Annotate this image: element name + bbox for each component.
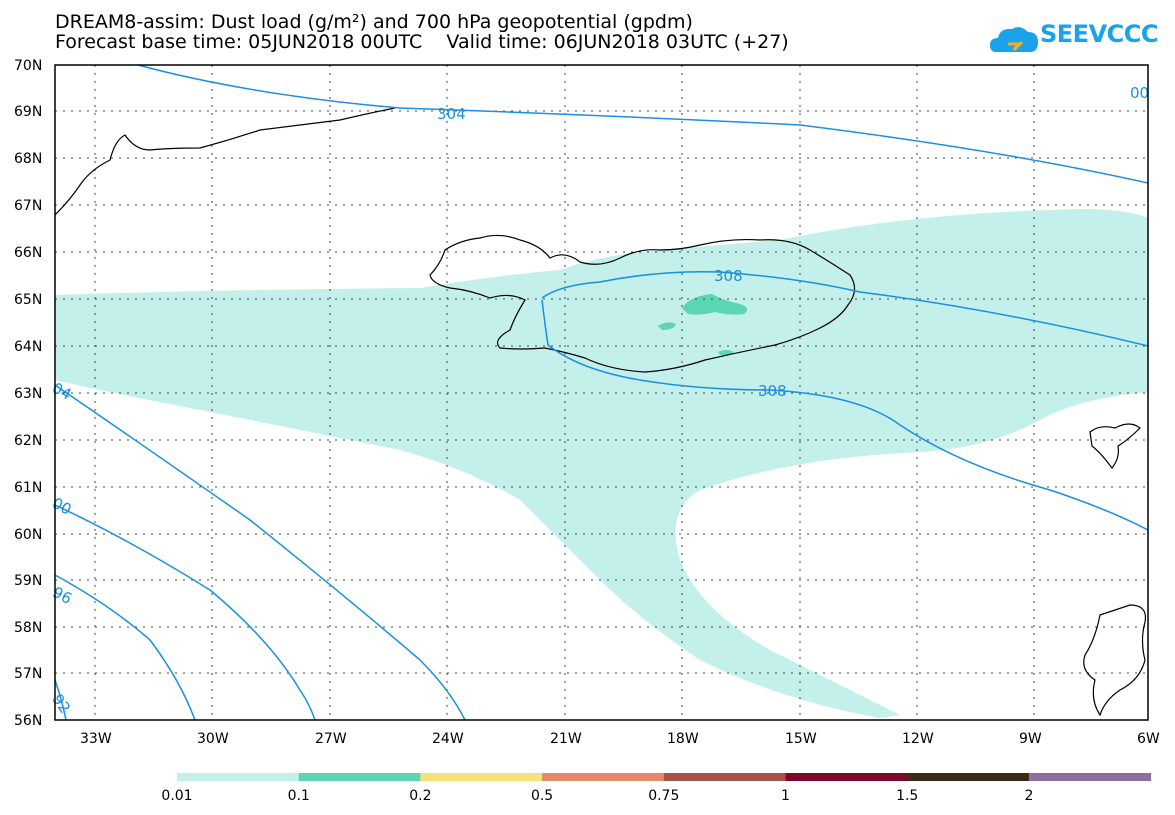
dust-area-medium xyxy=(682,294,748,315)
colorbar-segment xyxy=(663,773,786,781)
cloud-logo-icon xyxy=(990,27,1038,52)
contour-label-308-north: 308 xyxy=(714,267,743,285)
dust-area-low xyxy=(55,209,1148,718)
colorbar-segment xyxy=(420,773,543,781)
faroe-coastline xyxy=(1089,423,1141,469)
colorbar-label: 0.2 xyxy=(409,788,431,804)
scotland-coastline xyxy=(1083,604,1147,717)
lat-label: 64N xyxy=(14,339,42,355)
colorbar-segment xyxy=(785,773,908,781)
latitude-labels: 70N 69N 68N 67N 66N 65N 64N 63N 62N 61N … xyxy=(14,58,42,729)
colorbar-label: 1.5 xyxy=(896,788,918,804)
map-frame xyxy=(54,64,1149,721)
colorbar-label: 0.75 xyxy=(648,788,679,804)
colorbar-label: 1 xyxy=(781,788,790,804)
lat-label: 65N xyxy=(14,292,42,308)
lat-label: 69N xyxy=(14,104,42,120)
lat-label: 58N xyxy=(14,620,42,636)
colorbar: 0.01 0.1 0.2 0.5 0.75 1 1.5 2 xyxy=(161,773,1152,804)
contour-label-308-south: 308 xyxy=(758,382,787,400)
lat-label: 68N xyxy=(14,151,42,167)
title-line-1: DREAM8-assim: Dust load (g/m²) and 700 h… xyxy=(55,11,693,33)
lon-label: 33W xyxy=(80,731,112,747)
title-line-2: Forecast base time: 05JUN2018 00UTC Vali… xyxy=(55,31,789,53)
longitude-labels: 33W 30W 27W 24W 21W 18W 15W 12W 9W 6W xyxy=(80,731,1160,747)
lat-label: 59N xyxy=(14,573,42,589)
greenland-coastline xyxy=(54,107,396,216)
contour-southwest-3 xyxy=(54,574,196,721)
contour-label-96: 96 xyxy=(50,583,75,608)
contour-label-304: 304 xyxy=(437,105,466,123)
contour-southwest-4 xyxy=(54,679,67,721)
lat-label: 62N xyxy=(14,433,42,449)
colorbar-segment xyxy=(298,773,421,781)
iceland-coastline xyxy=(429,234,856,373)
lon-label: 15W xyxy=(785,731,817,747)
lat-label: 56N xyxy=(14,713,42,729)
colorbar-segment xyxy=(542,773,665,781)
colorbar-label: 2 xyxy=(1024,788,1033,804)
lon-label: 30W xyxy=(197,731,229,747)
colorbar-label: 0.1 xyxy=(288,788,310,804)
colorbar-segment xyxy=(1028,773,1152,781)
lon-label: 24W xyxy=(432,731,464,747)
lon-label: 12W xyxy=(902,731,934,747)
lon-label: 6W xyxy=(1137,731,1160,747)
contour-southwest-2 xyxy=(54,504,316,721)
lat-label: 57N xyxy=(14,666,42,682)
colorbar-label: 0.5 xyxy=(531,788,553,804)
dust-area-medium-2 xyxy=(658,322,676,330)
lon-label: 27W xyxy=(315,731,347,747)
lat-label: 70N xyxy=(14,58,42,74)
colorbar-segment xyxy=(907,773,1030,781)
lon-label: 18W xyxy=(667,731,699,747)
lat-label: 67N xyxy=(14,198,42,214)
logo-text: SEEVCCC xyxy=(1040,20,1159,48)
lat-label: 61N xyxy=(14,480,42,496)
lon-label: 21W xyxy=(550,731,582,747)
contour-304 xyxy=(137,64,1149,184)
contour-southwest-1 xyxy=(54,384,466,721)
coastlines xyxy=(54,107,1147,717)
contour-label-00: 00 xyxy=(49,494,74,519)
colorbar-segment xyxy=(177,773,300,781)
geopotential-contours xyxy=(54,64,1149,721)
lat-label: 60N xyxy=(14,527,42,543)
lon-label: 9W xyxy=(1019,731,1042,747)
contour-308 xyxy=(541,270,1149,531)
lat-label: 66N xyxy=(14,245,42,261)
colorbar-label: 0.01 xyxy=(161,788,192,804)
contour-label-00-ne: 00 xyxy=(1130,84,1149,102)
contour-label-92: 92 xyxy=(48,691,74,717)
grid-lines xyxy=(55,65,1148,720)
lat-label: 63N xyxy=(14,386,42,402)
